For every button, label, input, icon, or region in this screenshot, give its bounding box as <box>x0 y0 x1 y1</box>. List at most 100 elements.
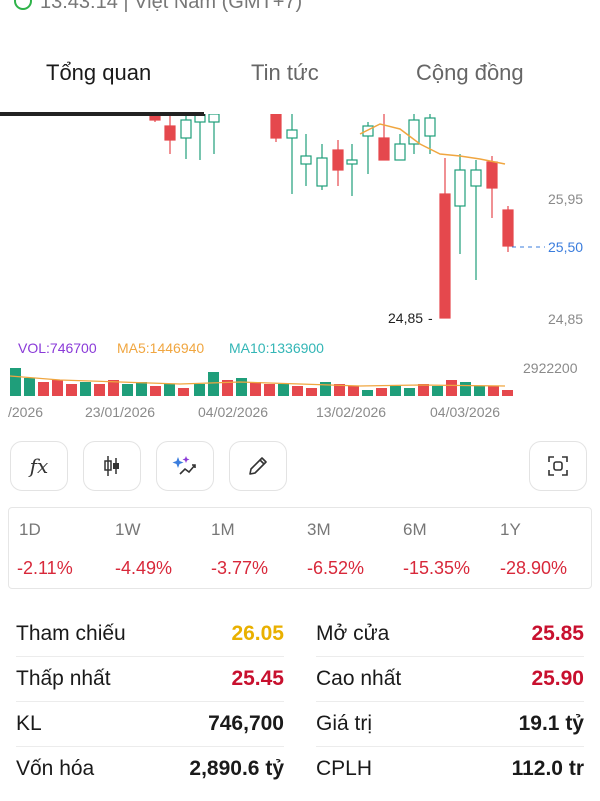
candle-body <box>286 129 298 139</box>
period-change: -6.52% <box>307 558 365 578</box>
period-label: 6M <box>403 520 427 539</box>
volume-bar <box>418 384 429 396</box>
tab-community[interactable]: Cộng đồng <box>416 60 524 85</box>
reference-price-value: 26.05 <box>231 622 284 645</box>
volume-bar <box>390 386 401 396</box>
candle-body <box>346 159 358 165</box>
volume-bar <box>460 382 471 396</box>
fullscreen-capture-icon <box>548 456 568 476</box>
volume-bar <box>108 380 119 396</box>
fullscreen-button[interactable] <box>529 441 587 491</box>
candle-body <box>502 209 514 247</box>
candle-body <box>149 114 161 121</box>
divider <box>316 701 584 702</box>
pencil-icon <box>249 457 267 475</box>
volume-bar <box>150 386 161 396</box>
ma10-legend: MA10:1336900 <box>229 340 324 356</box>
tab-news[interactable]: Tin tức <box>251 60 319 85</box>
ma5-legend: MA5:1446940 <box>117 340 204 356</box>
volume-bar <box>10 368 21 396</box>
candle-body <box>486 161 498 189</box>
period-change: -15.35% <box>403 558 471 578</box>
volume-bar <box>502 390 513 396</box>
candle-body <box>378 137 390 161</box>
volume-bar <box>264 384 275 396</box>
open-price-label: Mở cửa <box>316 622 390 645</box>
period-change: -2.11% <box>17 558 73 578</box>
draw-button[interactable] <box>229 441 287 491</box>
candle-body <box>394 143 406 161</box>
candle-body <box>180 119 192 139</box>
volume-bar <box>362 390 373 396</box>
date-label: 04/02/2026 <box>198 404 268 420</box>
tab-bar: Tổng quan Tin tức Cộng đồng <box>0 50 600 110</box>
volume-legend: VOL:746700 <box>18 340 97 356</box>
low-marker-label: 24,85 <box>388 310 423 326</box>
volume-bar <box>136 382 147 396</box>
divider <box>16 746 284 747</box>
candle-body <box>408 119 420 145</box>
indicator-button[interactable]: fx <box>10 441 68 491</box>
ai-analysis-button[interactable] <box>156 441 214 491</box>
low-price-label: Thấp nhất <box>16 667 111 690</box>
price-chart[interactable]: 25,95 24,85 25,50 24,85 - VOL:746700 MA5… <box>0 114 600 424</box>
candle-body <box>164 125 176 141</box>
trade-value-label: Giá trị <box>316 712 373 735</box>
period-change: -4.49% <box>115 558 173 578</box>
candlestick-icon <box>104 456 119 476</box>
candle-body <box>439 193 451 319</box>
volume-bar <box>194 384 205 396</box>
candle-body <box>424 117 436 137</box>
volume-bar <box>376 388 387 396</box>
open-price-value: 25.85 <box>531 622 584 645</box>
market-cap-label: Vốn hóa <box>16 757 95 780</box>
divider <box>316 746 584 747</box>
date-label: 23/01/2026 <box>85 404 155 420</box>
candle-body <box>194 114 206 123</box>
function-icon: fx <box>29 454 49 478</box>
divider <box>16 701 284 702</box>
candle-body <box>316 157 328 187</box>
high-price-value: 25.90 <box>531 667 584 690</box>
stats-row: Thấp nhất 25.45 Cao nhất 25.90 <box>0 667 600 711</box>
stats-row: KL 746,700 Giá trị 19.1 tỷ <box>0 712 600 756</box>
moving-average-line <box>359 123 506 165</box>
volume-bar <box>292 386 303 396</box>
volume-value: 746,700 <box>208 712 284 735</box>
high-price-label: Cao nhất <box>316 667 402 690</box>
volume-bar <box>66 384 77 396</box>
low-marker-dash: - <box>428 310 433 326</box>
volume-bar <box>404 388 415 396</box>
volume-bar <box>446 380 457 396</box>
candle-body <box>208 114 220 123</box>
status-bar: 13:43:14 | Việt Nam (GMT+7) <box>0 0 600 24</box>
volume-bar <box>222 380 233 396</box>
volume-bar <box>432 386 443 396</box>
performance-panel: 1D -2.11% 1W -4.49% 1M -3.77% 3M -6.52% … <box>8 507 592 589</box>
candlestick-series <box>0 114 514 319</box>
volume-axis-label: 2922200 <box>523 360 578 376</box>
volume-bar <box>178 388 189 396</box>
market-cap-value: 2,890.6 tỷ <box>189 757 284 780</box>
volume-bar <box>334 384 345 396</box>
divider <box>316 656 584 657</box>
volume-bar <box>306 388 317 396</box>
candle-body <box>362 125 374 137</box>
volume-label: KL <box>16 712 42 735</box>
shares-outstanding-label: CPLH <box>316 757 373 780</box>
clock-icon <box>14 0 32 10</box>
low-price-value: 25.45 <box>231 667 284 690</box>
volume-bar <box>250 382 261 396</box>
volume-bar <box>24 378 35 396</box>
chart-type-button[interactable] <box>83 441 141 491</box>
candle-body <box>470 169 482 187</box>
volume-bar <box>278 384 289 396</box>
tab-overview[interactable]: Tổng quan <box>46 60 152 85</box>
divider <box>16 656 284 657</box>
volume-bar <box>488 386 499 396</box>
trade-value-value: 19.1 tỷ <box>518 712 584 735</box>
candle-body <box>454 169 466 207</box>
stats-row: Vốn hóa 2,890.6 tỷ CPLH 112.0 tr <box>0 757 600 801</box>
volume-bar <box>80 382 91 396</box>
candle-body <box>300 155 312 165</box>
